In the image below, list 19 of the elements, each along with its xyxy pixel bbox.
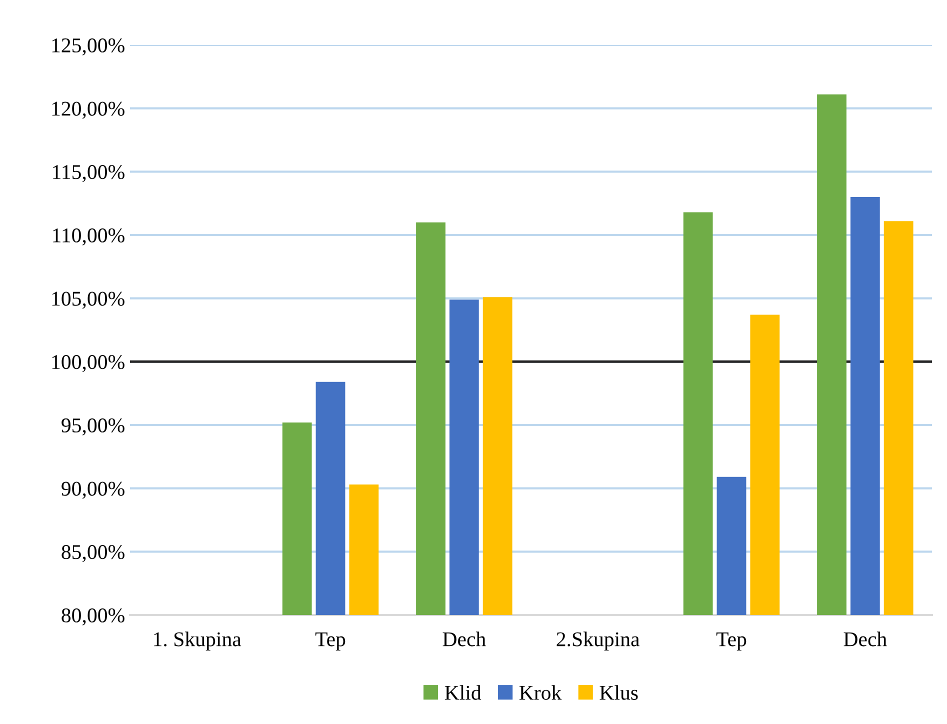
x-tick-label: Dech [442, 632, 486, 646]
y-tick-label: 125,00% [52, 38, 124, 56]
legend-label: Klus [600, 685, 638, 700]
y-tick-label: 115,00% [53, 165, 124, 182]
x-tick-label: 1. Skupina [154, 632, 242, 651]
y-tick-label: 80,00% [62, 608, 124, 626]
legend-label: Klid [444, 685, 482, 700]
y-tick-label: 90,00% [62, 482, 124, 499]
x-tick-label: 2.Skupina [556, 632, 640, 651]
y-tick-label: 85,00% [62, 545, 124, 562]
y-tick-label: 120,00% [52, 102, 124, 119]
legend-label: Krok [519, 685, 562, 700]
y-tick-label: 110,00% [53, 228, 124, 246]
x-tick-label: Dech [844, 632, 887, 646]
y-tick-label: 100,00% [52, 355, 124, 372]
y-tick-label: 95,00% [62, 418, 124, 436]
x-tick-label: Tep [315, 632, 346, 651]
y-tick-label: 105,00% [52, 292, 124, 309]
x-tick-label: Tep [716, 632, 746, 651]
